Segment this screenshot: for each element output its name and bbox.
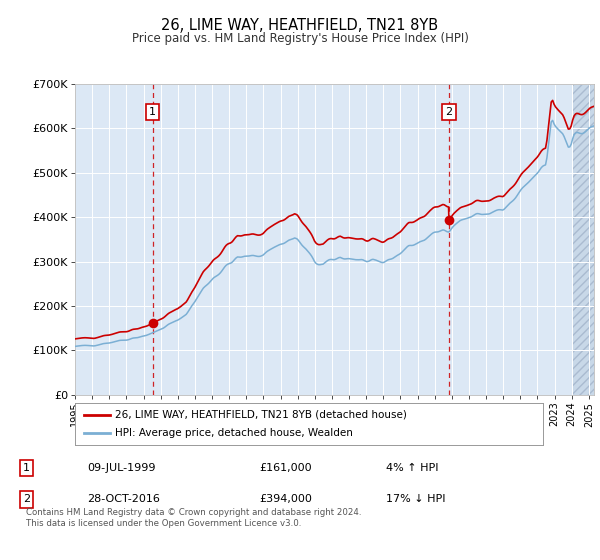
Text: 26, LIME WAY, HEATHFIELD, TN21 8YB: 26, LIME WAY, HEATHFIELD, TN21 8YB bbox=[161, 18, 439, 34]
Text: 28-OCT-2016: 28-OCT-2016 bbox=[87, 494, 160, 505]
Text: 1: 1 bbox=[23, 463, 30, 473]
Text: 4% ↑ HPI: 4% ↑ HPI bbox=[386, 463, 439, 473]
Text: £394,000: £394,000 bbox=[260, 494, 313, 505]
Text: £161,000: £161,000 bbox=[260, 463, 313, 473]
Text: 1: 1 bbox=[149, 107, 156, 117]
Text: 26, LIME WAY, HEATHFIELD, TN21 8YB (detached house): 26, LIME WAY, HEATHFIELD, TN21 8YB (deta… bbox=[115, 410, 407, 420]
Text: 2: 2 bbox=[445, 107, 452, 117]
Text: 17% ↓ HPI: 17% ↓ HPI bbox=[386, 494, 446, 505]
Text: HPI: Average price, detached house, Wealden: HPI: Average price, detached house, Weal… bbox=[115, 428, 353, 438]
Text: 2: 2 bbox=[23, 494, 30, 505]
Bar bbox=[573, 84, 600, 395]
Bar bbox=[573, 84, 600, 395]
Text: Price paid vs. HM Land Registry's House Price Index (HPI): Price paid vs. HM Land Registry's House … bbox=[131, 32, 469, 45]
Text: 09-JUL-1999: 09-JUL-1999 bbox=[87, 463, 155, 473]
Text: Contains HM Land Registry data © Crown copyright and database right 2024.
This d: Contains HM Land Registry data © Crown c… bbox=[26, 508, 362, 528]
